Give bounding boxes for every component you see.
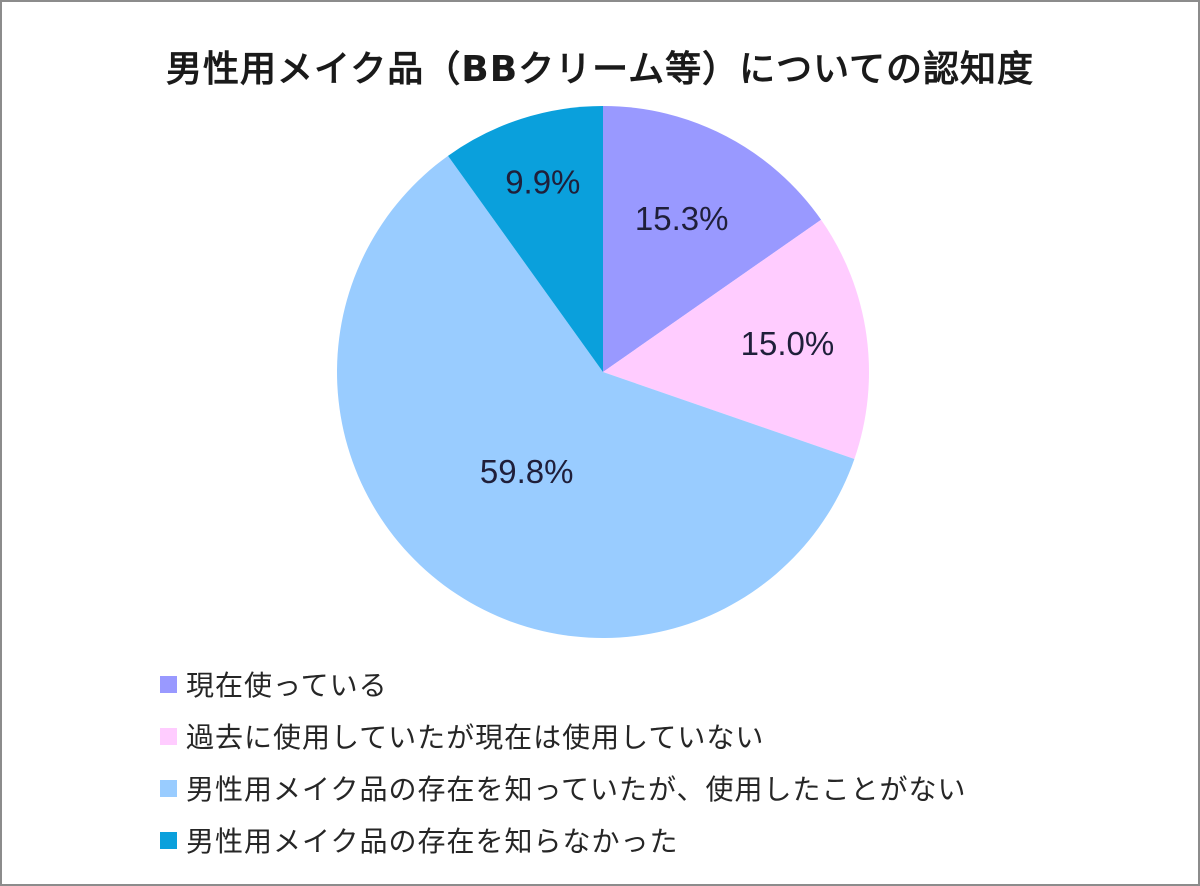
legend-item: 男性用メイク品の存在を知っていたが、使用したことがない	[160, 762, 966, 814]
legend-swatch-unknown	[160, 831, 177, 849]
pie-labels: 15.3% 15.0% 59.8% 9.9%	[480, 163, 834, 490]
legend-swatch-past	[160, 727, 177, 745]
pie-data-label-2: 15.0%	[741, 325, 835, 362]
chart-title: 男性用メイク品（BBクリーム等）についての認知度	[166, 49, 1034, 90]
pie-slice-2	[603, 219, 870, 459]
pie-slice-3	[337, 155, 855, 638]
legend-item: 過去に使用していたが現在は使用していない	[160, 710, 966, 762]
pie-data-label-1: 15.3%	[635, 200, 729, 237]
pie-slice-4	[448, 105, 603, 372]
pie-slices	[337, 105, 870, 638]
legend-item: 現在使っている	[160, 658, 966, 710]
pie-data-label-4: 9.9%	[505, 163, 580, 200]
legend-swatch-known-not-used	[160, 779, 177, 797]
legend-label: 男性用メイク品の存在を知らなかった	[186, 825, 679, 858]
legend-label: 過去に使用していたが現在は使用していない	[186, 721, 765, 754]
legend-swatch-current	[160, 675, 177, 693]
pie-data-label-3: 59.8%	[480, 453, 574, 490]
pie-slice-1	[603, 106, 822, 372]
legend-label: 現在使っている	[186, 669, 388, 702]
legend: 現在使っている 過去に使用していたが現在は使用していない 男性用メイク品の存在を…	[160, 658, 966, 866]
legend-item: 男性用メイク品の存在を知らなかった	[160, 814, 966, 866]
legend-label: 男性用メイク品の存在を知っていたが、使用したことがない	[186, 773, 967, 806]
